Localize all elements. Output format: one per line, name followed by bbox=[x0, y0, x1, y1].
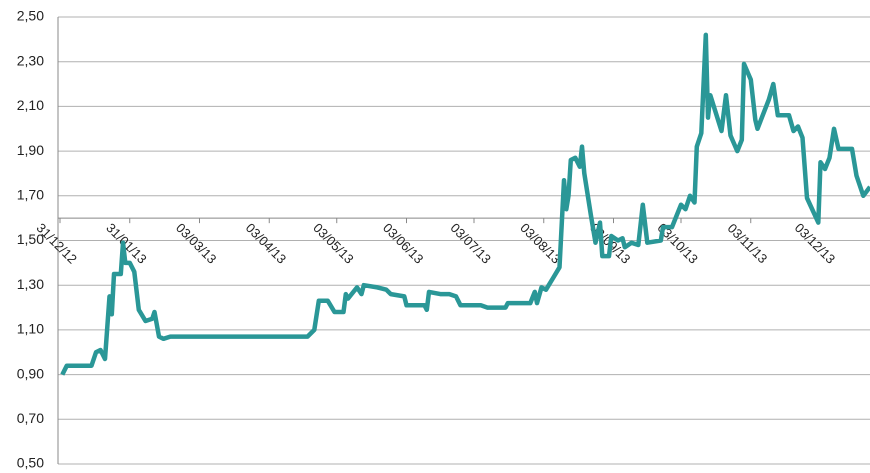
x-tick-label: 03/03/13 bbox=[173, 220, 219, 266]
x-tick-label: 03/04/13 bbox=[243, 220, 289, 266]
y-tick-label: 2,10 bbox=[17, 97, 44, 113]
y-tick-label: 0,70 bbox=[17, 410, 44, 426]
x-tick-label: 03/06/13 bbox=[380, 220, 426, 266]
y-tick-label: 1,50 bbox=[17, 231, 44, 247]
y-tick-label: 2,30 bbox=[17, 52, 44, 68]
series-line bbox=[60, 32, 870, 376]
y-tick-label: 1,70 bbox=[17, 187, 44, 203]
y-tick-label: 0,50 bbox=[17, 455, 44, 471]
x-tick-label: 03/05/13 bbox=[310, 220, 356, 266]
y-tick-label: 0,90 bbox=[17, 365, 44, 381]
y-tick-label: 2,50 bbox=[17, 8, 44, 24]
y-tick-label: 1,90 bbox=[17, 142, 44, 158]
x-tick-label: 03/07/13 bbox=[448, 220, 494, 266]
x-tick-label: 03/11/13 bbox=[725, 221, 771, 267]
x-tick-label: 03/08/13 bbox=[517, 220, 563, 266]
x-tick-label: 03/12/13 bbox=[792, 220, 838, 266]
y-tick-label: 1,10 bbox=[17, 321, 44, 337]
y-tick-label: 1,30 bbox=[17, 276, 44, 292]
